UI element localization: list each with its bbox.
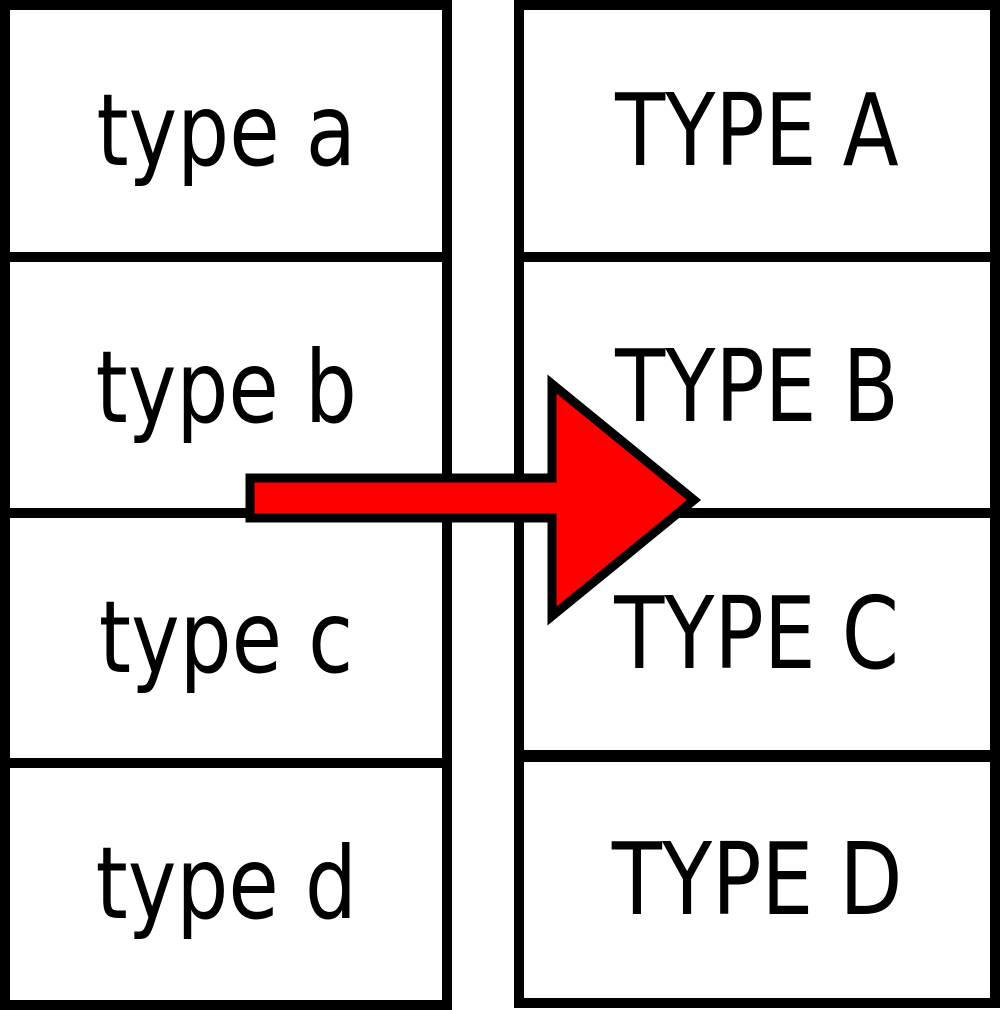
lowercase-label-b: type b — [95, 329, 357, 446]
uppercase-label-a: TYPE A — [615, 72, 899, 189]
uppercase-column: TYPE A TYPE B TYPE C TYPE D — [514, 0, 1000, 1008]
lowercase-box-d: type d — [0, 758, 452, 1010]
lowercase-label-d: type d — [95, 825, 357, 942]
uppercase-box-c: TYPE C — [514, 508, 1000, 760]
uppercase-label-b: TYPE B — [615, 328, 899, 445]
lowercase-column: type a type b type c type d — [0, 0, 452, 1010]
lowercase-label-c: type c — [98, 579, 354, 696]
lowercase-box-c: type c — [0, 508, 452, 768]
uppercase-box-d: TYPE D — [514, 752, 1000, 1008]
lowercase-box-b: type b — [0, 252, 452, 524]
lowercase-label-a: type a — [96, 72, 356, 189]
lowercase-box-a: type a — [0, 0, 452, 262]
uppercase-box-a: TYPE A — [514, 0, 1000, 262]
uppercase-label-d: TYPE D — [611, 821, 903, 938]
uppercase-label-c: TYPE C — [614, 575, 900, 692]
uppercase-box-b: TYPE B — [514, 252, 1000, 522]
